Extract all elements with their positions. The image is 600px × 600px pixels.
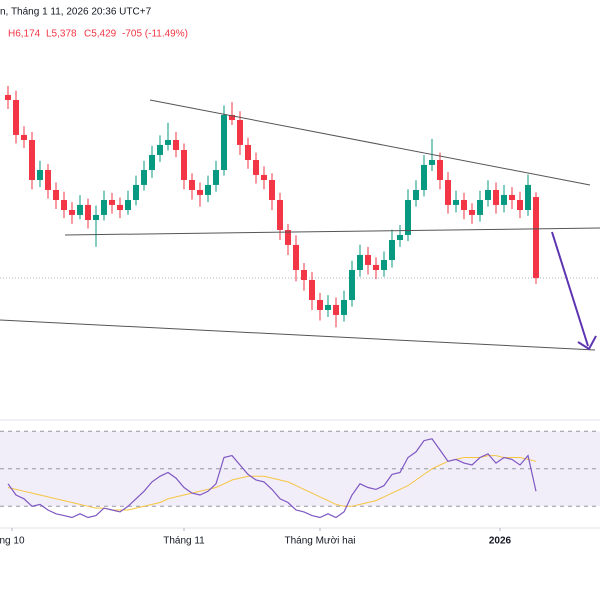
candle-body xyxy=(357,254,363,270)
candle-body xyxy=(389,240,395,260)
candle-body xyxy=(325,304,331,310)
candle-body xyxy=(469,210,475,215)
candle-body xyxy=(533,197,539,279)
candle-body xyxy=(197,190,203,195)
candle-body xyxy=(61,200,67,210)
candle-body xyxy=(13,100,19,135)
candle-body xyxy=(437,160,443,180)
candle-body xyxy=(5,94,11,100)
candle-body xyxy=(189,180,195,190)
legend-low: L5,378 xyxy=(46,29,77,40)
arrow-head xyxy=(577,335,597,351)
legend-close: C5,429 xyxy=(84,29,117,40)
legend-change: -705 (-11.49%) xyxy=(122,29,188,40)
candle-body xyxy=(253,160,259,175)
candle-body xyxy=(429,160,435,165)
candle-body xyxy=(397,234,403,240)
candle-body xyxy=(525,184,531,210)
candle-body xyxy=(509,194,515,200)
candle-body xyxy=(285,230,291,245)
candle-body xyxy=(141,170,147,185)
candle-body xyxy=(229,114,235,120)
trend-line xyxy=(64,227,600,236)
x-tick-label: Tháng Mười hai xyxy=(284,536,355,547)
trend-line xyxy=(0,319,596,351)
candle-body xyxy=(413,190,419,200)
candle-body xyxy=(149,154,155,170)
candle-body xyxy=(485,190,491,200)
candle-body xyxy=(309,280,315,300)
candle-body xyxy=(109,200,115,205)
candle-body xyxy=(29,140,35,180)
candle-body xyxy=(77,204,83,215)
x-tick-label: Tháng 11 xyxy=(163,536,205,547)
candle-body xyxy=(365,254,371,265)
candle-body xyxy=(21,134,27,140)
candle-body xyxy=(69,210,75,215)
candle-body xyxy=(349,270,355,300)
candle-body xyxy=(157,144,163,155)
candle-body xyxy=(53,190,59,200)
arrow xyxy=(551,231,589,347)
candle-body xyxy=(221,114,227,170)
candle-body xyxy=(181,150,187,180)
trend-line xyxy=(149,99,591,186)
rsi-pane xyxy=(0,430,600,519)
candle-body xyxy=(317,300,323,310)
candle-body xyxy=(133,184,139,200)
candle-body xyxy=(85,204,91,220)
candle-body xyxy=(165,140,171,145)
candle-body xyxy=(453,200,459,205)
x-tick-label: 2026 xyxy=(489,536,512,547)
price-pane xyxy=(5,85,539,328)
candle-body xyxy=(205,184,211,195)
candle-body xyxy=(501,194,507,205)
candle-body xyxy=(245,144,251,160)
candle-body xyxy=(261,174,267,180)
candle-body xyxy=(341,300,347,315)
candle-body xyxy=(461,200,467,210)
candle-body xyxy=(445,180,451,205)
x-tick-label: ng 10 xyxy=(0,536,25,547)
candle-body xyxy=(117,204,123,210)
candle-body xyxy=(405,200,411,235)
candle-body xyxy=(269,180,275,200)
candle-body xyxy=(213,170,219,185)
candle-body xyxy=(101,200,107,215)
candle-body xyxy=(37,170,43,180)
candle-body xyxy=(237,120,243,145)
header: n, Tháng 1 11, 2026 20:36 UTC+7 xyxy=(0,7,152,18)
candle-body xyxy=(421,164,427,190)
rsi-line xyxy=(7,438,537,519)
candle-body xyxy=(173,140,179,150)
candle-body xyxy=(381,260,387,270)
candle-body xyxy=(333,304,339,315)
candle-body xyxy=(277,200,283,230)
legend-high: H6,174 xyxy=(8,29,41,40)
candle-body xyxy=(477,200,483,215)
candle-body xyxy=(293,244,299,270)
candle-body xyxy=(301,270,307,280)
candle-body xyxy=(493,190,499,205)
candle-body xyxy=(93,214,99,220)
candle-body xyxy=(125,200,131,210)
candle-body xyxy=(517,200,523,210)
candle-body xyxy=(373,264,379,270)
candle-body xyxy=(45,170,51,190)
